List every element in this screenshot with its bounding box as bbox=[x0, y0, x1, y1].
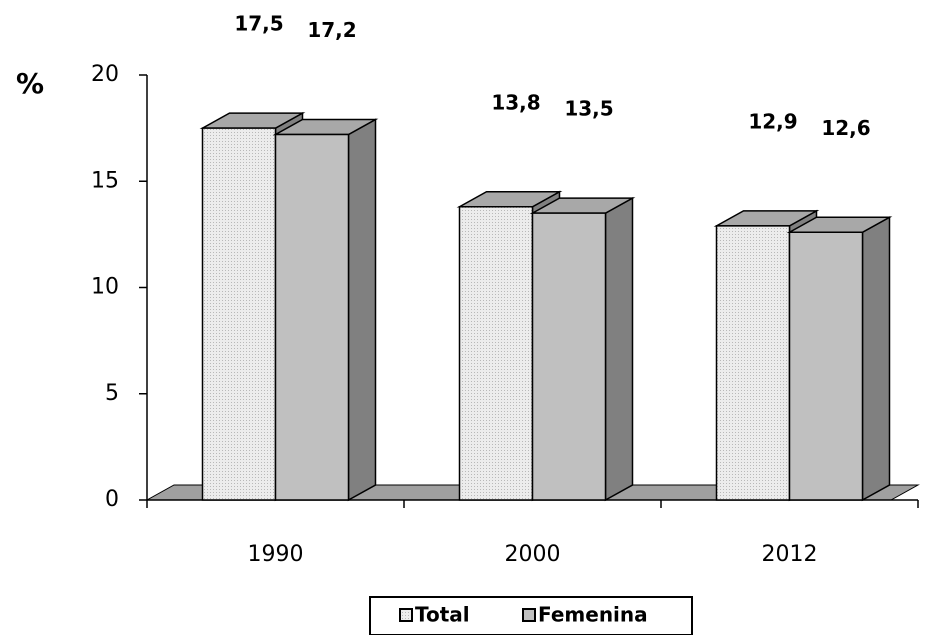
y-tick-label: 10 bbox=[91, 275, 119, 300]
bar bbox=[788, 231, 864, 501]
y-axis-label: % bbox=[16, 67, 44, 100]
value-label: 17,2 bbox=[307, 18, 356, 42]
bar bbox=[715, 225, 791, 501]
bar bbox=[458, 206, 534, 501]
bar-side bbox=[604, 196, 634, 502]
y-tick-label: 0 bbox=[105, 487, 119, 512]
value-label: 13,8 bbox=[491, 90, 540, 114]
bar bbox=[531, 212, 607, 501]
y-tick-label: 15 bbox=[91, 168, 119, 193]
y-tick-label: 20 bbox=[91, 62, 119, 87]
bar-side bbox=[861, 215, 891, 502]
bar bbox=[274, 133, 350, 501]
x-tick-label: 2012 bbox=[762, 542, 818, 567]
value-label: 12,6 bbox=[821, 116, 870, 140]
value-label: 13,5 bbox=[564, 97, 613, 121]
legend-swatch bbox=[399, 608, 413, 622]
bar bbox=[201, 127, 277, 501]
legend-swatch bbox=[522, 608, 536, 622]
x-tick-label: 2000 bbox=[505, 542, 561, 567]
bar-side bbox=[347, 118, 377, 502]
y-tick-label: 5 bbox=[105, 381, 119, 406]
x-tick-label: 1990 bbox=[248, 542, 304, 567]
legend-label: Femenina bbox=[538, 603, 648, 627]
value-label: 17,5 bbox=[234, 12, 283, 36]
legend-label: Total bbox=[415, 603, 470, 627]
value-label: 12,9 bbox=[748, 109, 797, 133]
